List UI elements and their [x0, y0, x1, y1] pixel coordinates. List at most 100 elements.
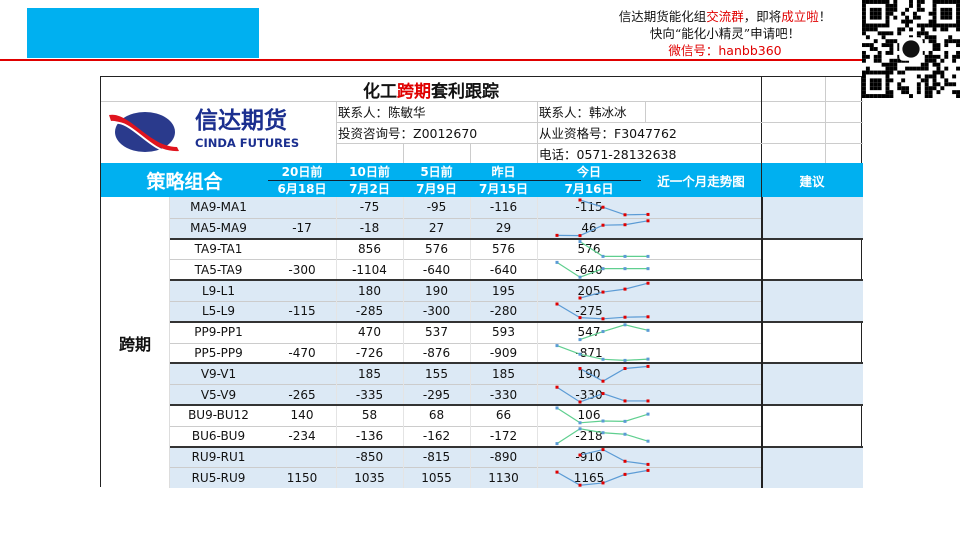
sparkline-point [578, 198, 582, 202]
sparkline-point [555, 233, 559, 237]
row-value: -18 [359, 221, 380, 236]
row-value: -640 [422, 262, 451, 277]
sparkline-point [646, 364, 650, 368]
sparkline-point [623, 367, 627, 371]
sparkline-point [646, 439, 650, 443]
sparkline [555, 427, 650, 446]
sparkline-point [578, 316, 582, 320]
row-value: -876 [422, 345, 451, 360]
row-value: -726 [355, 345, 384, 360]
sparkline-line [579, 241, 648, 257]
row-value: 29 [495, 221, 512, 236]
sparkline-point [601, 267, 605, 271]
sparkline [578, 448, 650, 466]
qr-code-icon [862, 0, 960, 98]
table-header: 策略组合 20日前 6月18日 10日前 7月2日 5日前 7月9日 昨日 7月15日 今日 7月… [101, 163, 863, 197]
sparkline-point [623, 432, 627, 436]
header-col-date: 6月18日 [277, 182, 327, 196]
sparkline [555, 406, 650, 425]
contact-2-license: 从业资格号：F3047762 [539, 126, 677, 141]
sparkline-point [646, 267, 650, 271]
sparkline-line [579, 448, 649, 465]
sparkline [555, 219, 650, 238]
row-value: -162 [422, 429, 451, 444]
row-value: -300 [422, 304, 451, 319]
sparkline-point [646, 328, 650, 332]
promo-wechat: 微信号：hanbb360 [668, 43, 782, 58]
sparkline-point [578, 400, 582, 404]
sparkline [555, 468, 650, 487]
sparkline-line [579, 365, 649, 382]
sparkline-point [578, 483, 582, 487]
row-value: 190 [425, 283, 448, 298]
row-value: -265 [288, 387, 316, 402]
row-value: -330 [489, 387, 518, 402]
sparkline-line [579, 324, 649, 341]
sparkline-point [578, 427, 582, 431]
sparkline-point [601, 419, 605, 423]
contact-1-license: 投资咨询号：Z0012670 [338, 126, 478, 141]
contact-2-name: 联系人：韩冰冰 [539, 105, 627, 120]
sparkline-point [601, 431, 605, 435]
sparkline-point [623, 267, 627, 271]
sparkline-point [578, 367, 582, 371]
sparkline-point [646, 212, 650, 216]
row-value: -470 [288, 345, 316, 360]
header-strategy: 策略组合 [146, 170, 223, 193]
row-value: 576 [492, 241, 515, 256]
promo-text: ，即将 [743, 9, 782, 24]
promo-line-2: 快向“能化小精灵”申请吧！ [649, 26, 801, 41]
row-value: -890 [489, 449, 518, 464]
row-value: 140 [290, 408, 314, 423]
header-trend: 近一个月走势图 [657, 173, 745, 189]
sparkline [578, 364, 650, 383]
cinda-logo: 信达期货 CINDA FUTURES [109, 107, 329, 157]
row-value: -285 [355, 304, 384, 319]
sparkline [578, 198, 650, 217]
row-name: TA5-TA9 [194, 262, 243, 277]
header-col-rel: 昨日 [491, 165, 516, 179]
sparkline-point [623, 399, 627, 403]
row-value: 46 [581, 221, 597, 236]
row-value: -640 [575, 262, 603, 277]
row-value: -280 [489, 304, 518, 319]
row-value: 1035 [354, 470, 385, 485]
sparkline-point [555, 302, 559, 306]
promo-line-1: 信达期货能化组交流群，即将成立啦！ [600, 8, 850, 25]
row-name: RU5-RU9 [191, 470, 246, 485]
row-value: -1104 [352, 262, 387, 277]
row-name: TA9-TA1 [194, 241, 243, 256]
sparkline-point [601, 290, 605, 294]
sparkline-point [555, 406, 559, 410]
sparkline-point [601, 330, 605, 334]
logo-text-cn: 信达期货 [195, 108, 287, 134]
spread-table: 化工 跨期 套利跟踪 信达期货 CINDA FUTURES 联系人：陈敏华 投资咨询… [100, 76, 863, 489]
row-value: -330 [575, 387, 603, 402]
sparkline [578, 323, 650, 342]
sparkline-point [601, 379, 605, 383]
sparkline-point [623, 358, 627, 362]
contact-1-name: 联系人：陈敏华 [338, 105, 426, 120]
sparkline-point [623, 287, 627, 291]
sparkline-point [555, 344, 559, 348]
page-title: 化工 跨期 套利跟踪 [101, 77, 761, 102]
row-name: RU9-RU1 [191, 449, 246, 464]
row-value: -300 [288, 262, 316, 277]
row-name: PP9-PP1 [194, 325, 243, 340]
promo-text: ！ [818, 9, 832, 24]
sparkline-point [578, 421, 582, 425]
header-col-rel: 20日前 [281, 165, 323, 179]
row-value: 58 [361, 408, 378, 423]
row-value: -850 [355, 449, 384, 464]
sparkline-point [646, 254, 650, 258]
sparkline-point [646, 219, 650, 223]
title-part: 化工 [363, 81, 397, 102]
row-value: -909 [489, 345, 518, 360]
row-value: 470 [358, 325, 381, 340]
sparkline-point [578, 275, 582, 279]
row-value: -871 [575, 345, 603, 360]
row-value: -136 [355, 429, 384, 444]
row-value: -275 [575, 304, 603, 319]
row-value: 106 [577, 408, 601, 423]
row-value: 180 [358, 283, 381, 298]
